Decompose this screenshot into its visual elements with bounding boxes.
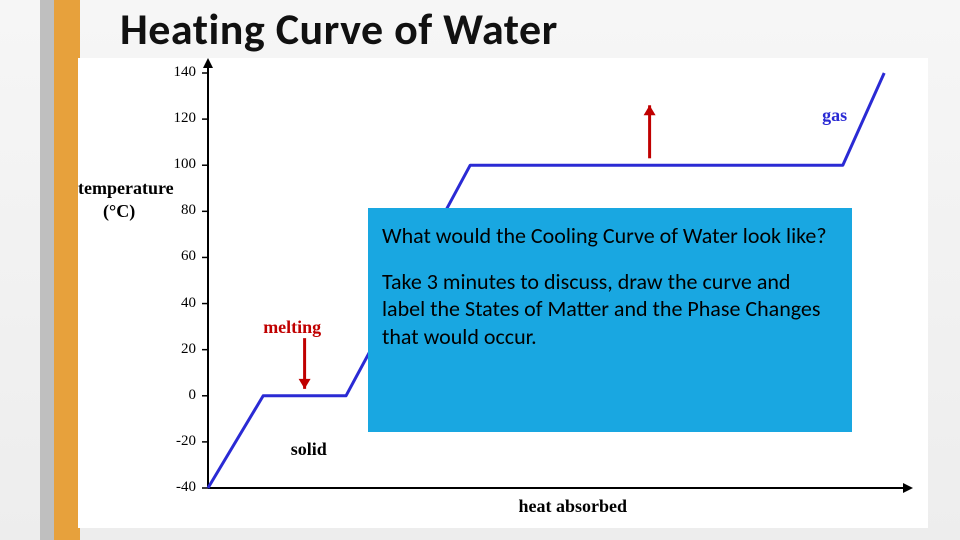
x-axis-label: heat absorbed xyxy=(519,496,628,517)
label-melting: melting xyxy=(263,317,321,338)
y-tick: -40 xyxy=(164,479,196,496)
slide-title: Heating Curve of Water xyxy=(120,2,558,56)
y-tick: 0 xyxy=(164,387,196,404)
y-axis-label-line2: (°C) xyxy=(103,201,135,222)
y-axis-label-line1: temperature xyxy=(78,178,174,199)
y-tick: 60 xyxy=(164,248,196,265)
question-callout: What would the Cooling Curve of Water lo… xyxy=(368,208,852,432)
accent-stripe-inner xyxy=(54,0,80,540)
y-tick: 20 xyxy=(164,341,196,358)
callout-question: What would the Cooling Curve of Water lo… xyxy=(382,222,838,250)
y-tick: 100 xyxy=(164,156,196,173)
slide: Heating Curve of Water temperature (°C) … xyxy=(0,0,960,540)
callout-instruction: Take 3 minutes to discuss, draw the curv… xyxy=(382,268,838,351)
accent-stripe-outer xyxy=(40,0,54,540)
y-tick: 40 xyxy=(164,295,196,312)
label-gas: gas xyxy=(822,105,847,126)
label-solid: solid xyxy=(291,439,327,460)
heating-curve-chart: temperature (°C) heat absorbed 140 120 100… xyxy=(78,58,928,528)
y-tick: 140 xyxy=(164,64,196,81)
y-tick: -20 xyxy=(164,433,196,450)
y-tick: 120 xyxy=(164,110,196,127)
y-tick: 80 xyxy=(164,202,196,219)
